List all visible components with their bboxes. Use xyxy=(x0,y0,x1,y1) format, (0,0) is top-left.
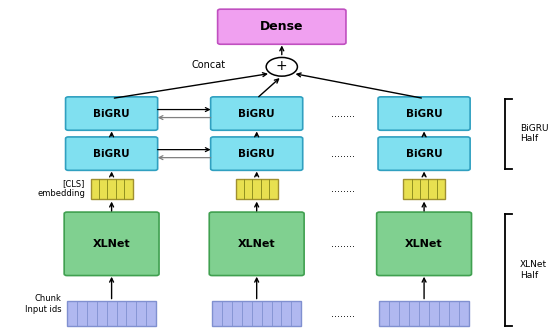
Text: ........: ........ xyxy=(331,109,355,119)
FancyBboxPatch shape xyxy=(211,97,302,130)
Text: BiGRU: BiGRU xyxy=(406,109,442,119)
Text: XLNet
Half: XLNet Half xyxy=(520,261,547,280)
Text: BiGRU: BiGRU xyxy=(93,109,130,119)
FancyBboxPatch shape xyxy=(66,137,158,170)
FancyBboxPatch shape xyxy=(377,212,472,276)
Text: BiGRU: BiGRU xyxy=(238,109,275,119)
Text: +: + xyxy=(276,59,287,73)
Text: [CLS]
embedding: [CLS] embedding xyxy=(37,179,85,198)
Bar xyxy=(67,301,156,327)
FancyBboxPatch shape xyxy=(378,97,470,130)
Text: BiGRU
Half: BiGRU Half xyxy=(520,124,549,143)
Text: ........: ........ xyxy=(331,309,355,319)
Text: XLNet: XLNet xyxy=(93,239,131,249)
FancyBboxPatch shape xyxy=(218,9,346,44)
Text: ........: ........ xyxy=(331,184,355,194)
FancyBboxPatch shape xyxy=(211,137,302,170)
Text: BiGRU: BiGRU xyxy=(93,149,130,159)
Text: XLNet: XLNet xyxy=(238,239,276,249)
Bar xyxy=(403,179,445,199)
Text: ........: ........ xyxy=(331,239,355,249)
Text: BiGRU: BiGRU xyxy=(406,149,442,159)
Bar xyxy=(236,179,278,199)
FancyBboxPatch shape xyxy=(66,97,158,130)
Text: Dense: Dense xyxy=(260,20,304,33)
Text: Concat: Concat xyxy=(192,60,226,70)
Text: XLNet: XLNet xyxy=(405,239,443,249)
Text: BiGRU: BiGRU xyxy=(238,149,275,159)
Bar xyxy=(379,301,469,327)
Text: Chunk
Input ids: Chunk Input ids xyxy=(25,294,61,314)
FancyBboxPatch shape xyxy=(209,212,304,276)
Text: ........: ........ xyxy=(331,149,355,159)
FancyBboxPatch shape xyxy=(64,212,159,276)
Bar xyxy=(90,179,132,199)
Bar xyxy=(212,301,301,327)
FancyBboxPatch shape xyxy=(378,137,470,170)
Circle shape xyxy=(266,57,297,76)
